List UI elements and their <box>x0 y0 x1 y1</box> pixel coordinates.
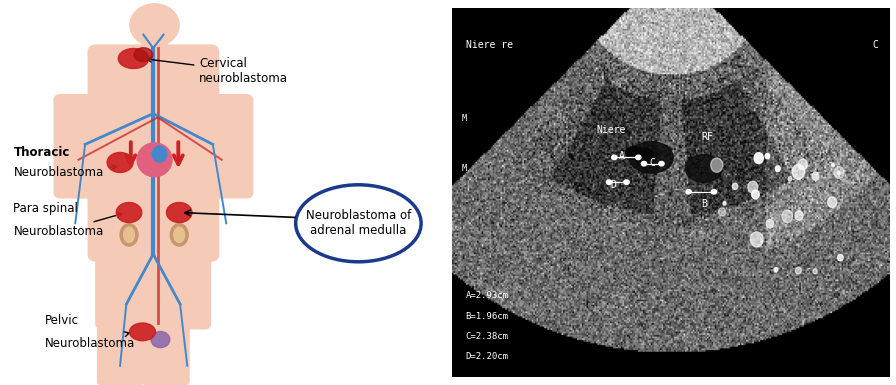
Ellipse shape <box>108 152 134 172</box>
Text: B: B <box>702 199 708 209</box>
Ellipse shape <box>834 167 844 178</box>
Text: M: M <box>461 164 466 173</box>
Text: Niere: Niere <box>597 125 626 135</box>
Ellipse shape <box>754 153 763 164</box>
Circle shape <box>635 155 641 160</box>
Ellipse shape <box>639 149 653 159</box>
Circle shape <box>624 180 629 184</box>
Ellipse shape <box>174 227 185 243</box>
Text: A: A <box>618 151 625 161</box>
Ellipse shape <box>795 211 803 220</box>
FancyBboxPatch shape <box>142 29 167 54</box>
Ellipse shape <box>134 48 152 62</box>
Text: D=2.20cm: D=2.20cm <box>466 353 509 362</box>
Text: Niere re: Niere re <box>466 40 513 50</box>
Ellipse shape <box>118 49 149 69</box>
Text: RF: RF <box>702 132 713 142</box>
Text: Cervical
neuroblastoma: Cervical neuroblastoma <box>147 57 289 85</box>
Text: C=2.38cm: C=2.38cm <box>466 332 509 341</box>
Ellipse shape <box>711 158 723 172</box>
Circle shape <box>686 189 691 194</box>
Ellipse shape <box>719 208 726 216</box>
Ellipse shape <box>151 331 170 348</box>
Text: Para spinal: Para spinal <box>13 202 78 215</box>
FancyBboxPatch shape <box>96 237 211 329</box>
FancyBboxPatch shape <box>88 45 219 261</box>
Ellipse shape <box>752 190 759 199</box>
Circle shape <box>659 161 664 166</box>
Ellipse shape <box>775 166 780 172</box>
Ellipse shape <box>116 203 142 223</box>
Ellipse shape <box>796 267 801 274</box>
FancyBboxPatch shape <box>452 8 890 377</box>
Ellipse shape <box>152 146 167 162</box>
FancyBboxPatch shape <box>201 95 253 198</box>
FancyBboxPatch shape <box>143 312 189 385</box>
Text: Neuroblastoma of
adrenal medulla: Neuroblastoma of adrenal medulla <box>306 209 411 237</box>
Ellipse shape <box>723 202 726 205</box>
Ellipse shape <box>798 159 807 170</box>
Ellipse shape <box>732 183 737 189</box>
Ellipse shape <box>774 268 778 272</box>
Ellipse shape <box>124 227 134 243</box>
Ellipse shape <box>625 147 642 159</box>
Text: B=1.96cm: B=1.96cm <box>466 312 509 321</box>
Circle shape <box>642 161 647 166</box>
Text: Neuroblastoma: Neuroblastoma <box>13 213 122 238</box>
Ellipse shape <box>838 171 840 174</box>
Circle shape <box>612 155 616 160</box>
Ellipse shape <box>120 224 138 246</box>
Ellipse shape <box>685 155 722 182</box>
Ellipse shape <box>765 154 770 159</box>
Text: Neuroblastoma: Neuroblastoma <box>45 332 135 350</box>
FancyBboxPatch shape <box>55 95 106 198</box>
Ellipse shape <box>813 269 817 274</box>
Ellipse shape <box>167 203 192 223</box>
Text: Pelvic: Pelvic <box>45 314 79 327</box>
Ellipse shape <box>130 323 156 341</box>
Ellipse shape <box>630 142 673 173</box>
Circle shape <box>711 189 717 194</box>
Ellipse shape <box>782 210 793 223</box>
Circle shape <box>130 4 179 46</box>
Ellipse shape <box>766 219 773 228</box>
Ellipse shape <box>831 163 834 167</box>
Circle shape <box>607 180 612 184</box>
Ellipse shape <box>828 197 837 208</box>
Ellipse shape <box>751 232 763 247</box>
Text: Neuroblastoma: Neuroblastoma <box>13 165 116 179</box>
Ellipse shape <box>137 143 172 177</box>
Text: C: C <box>650 158 655 168</box>
Text: D: D <box>610 180 616 190</box>
Ellipse shape <box>812 172 819 180</box>
Text: M: M <box>461 114 466 123</box>
FancyBboxPatch shape <box>98 312 143 385</box>
Ellipse shape <box>792 164 805 179</box>
Ellipse shape <box>788 176 792 181</box>
Ellipse shape <box>170 224 188 246</box>
Ellipse shape <box>838 254 843 261</box>
Text: C: C <box>872 40 878 50</box>
Ellipse shape <box>748 181 758 193</box>
Text: Thoracic: Thoracic <box>13 146 70 159</box>
Text: A=2.93cm: A=2.93cm <box>466 291 509 300</box>
